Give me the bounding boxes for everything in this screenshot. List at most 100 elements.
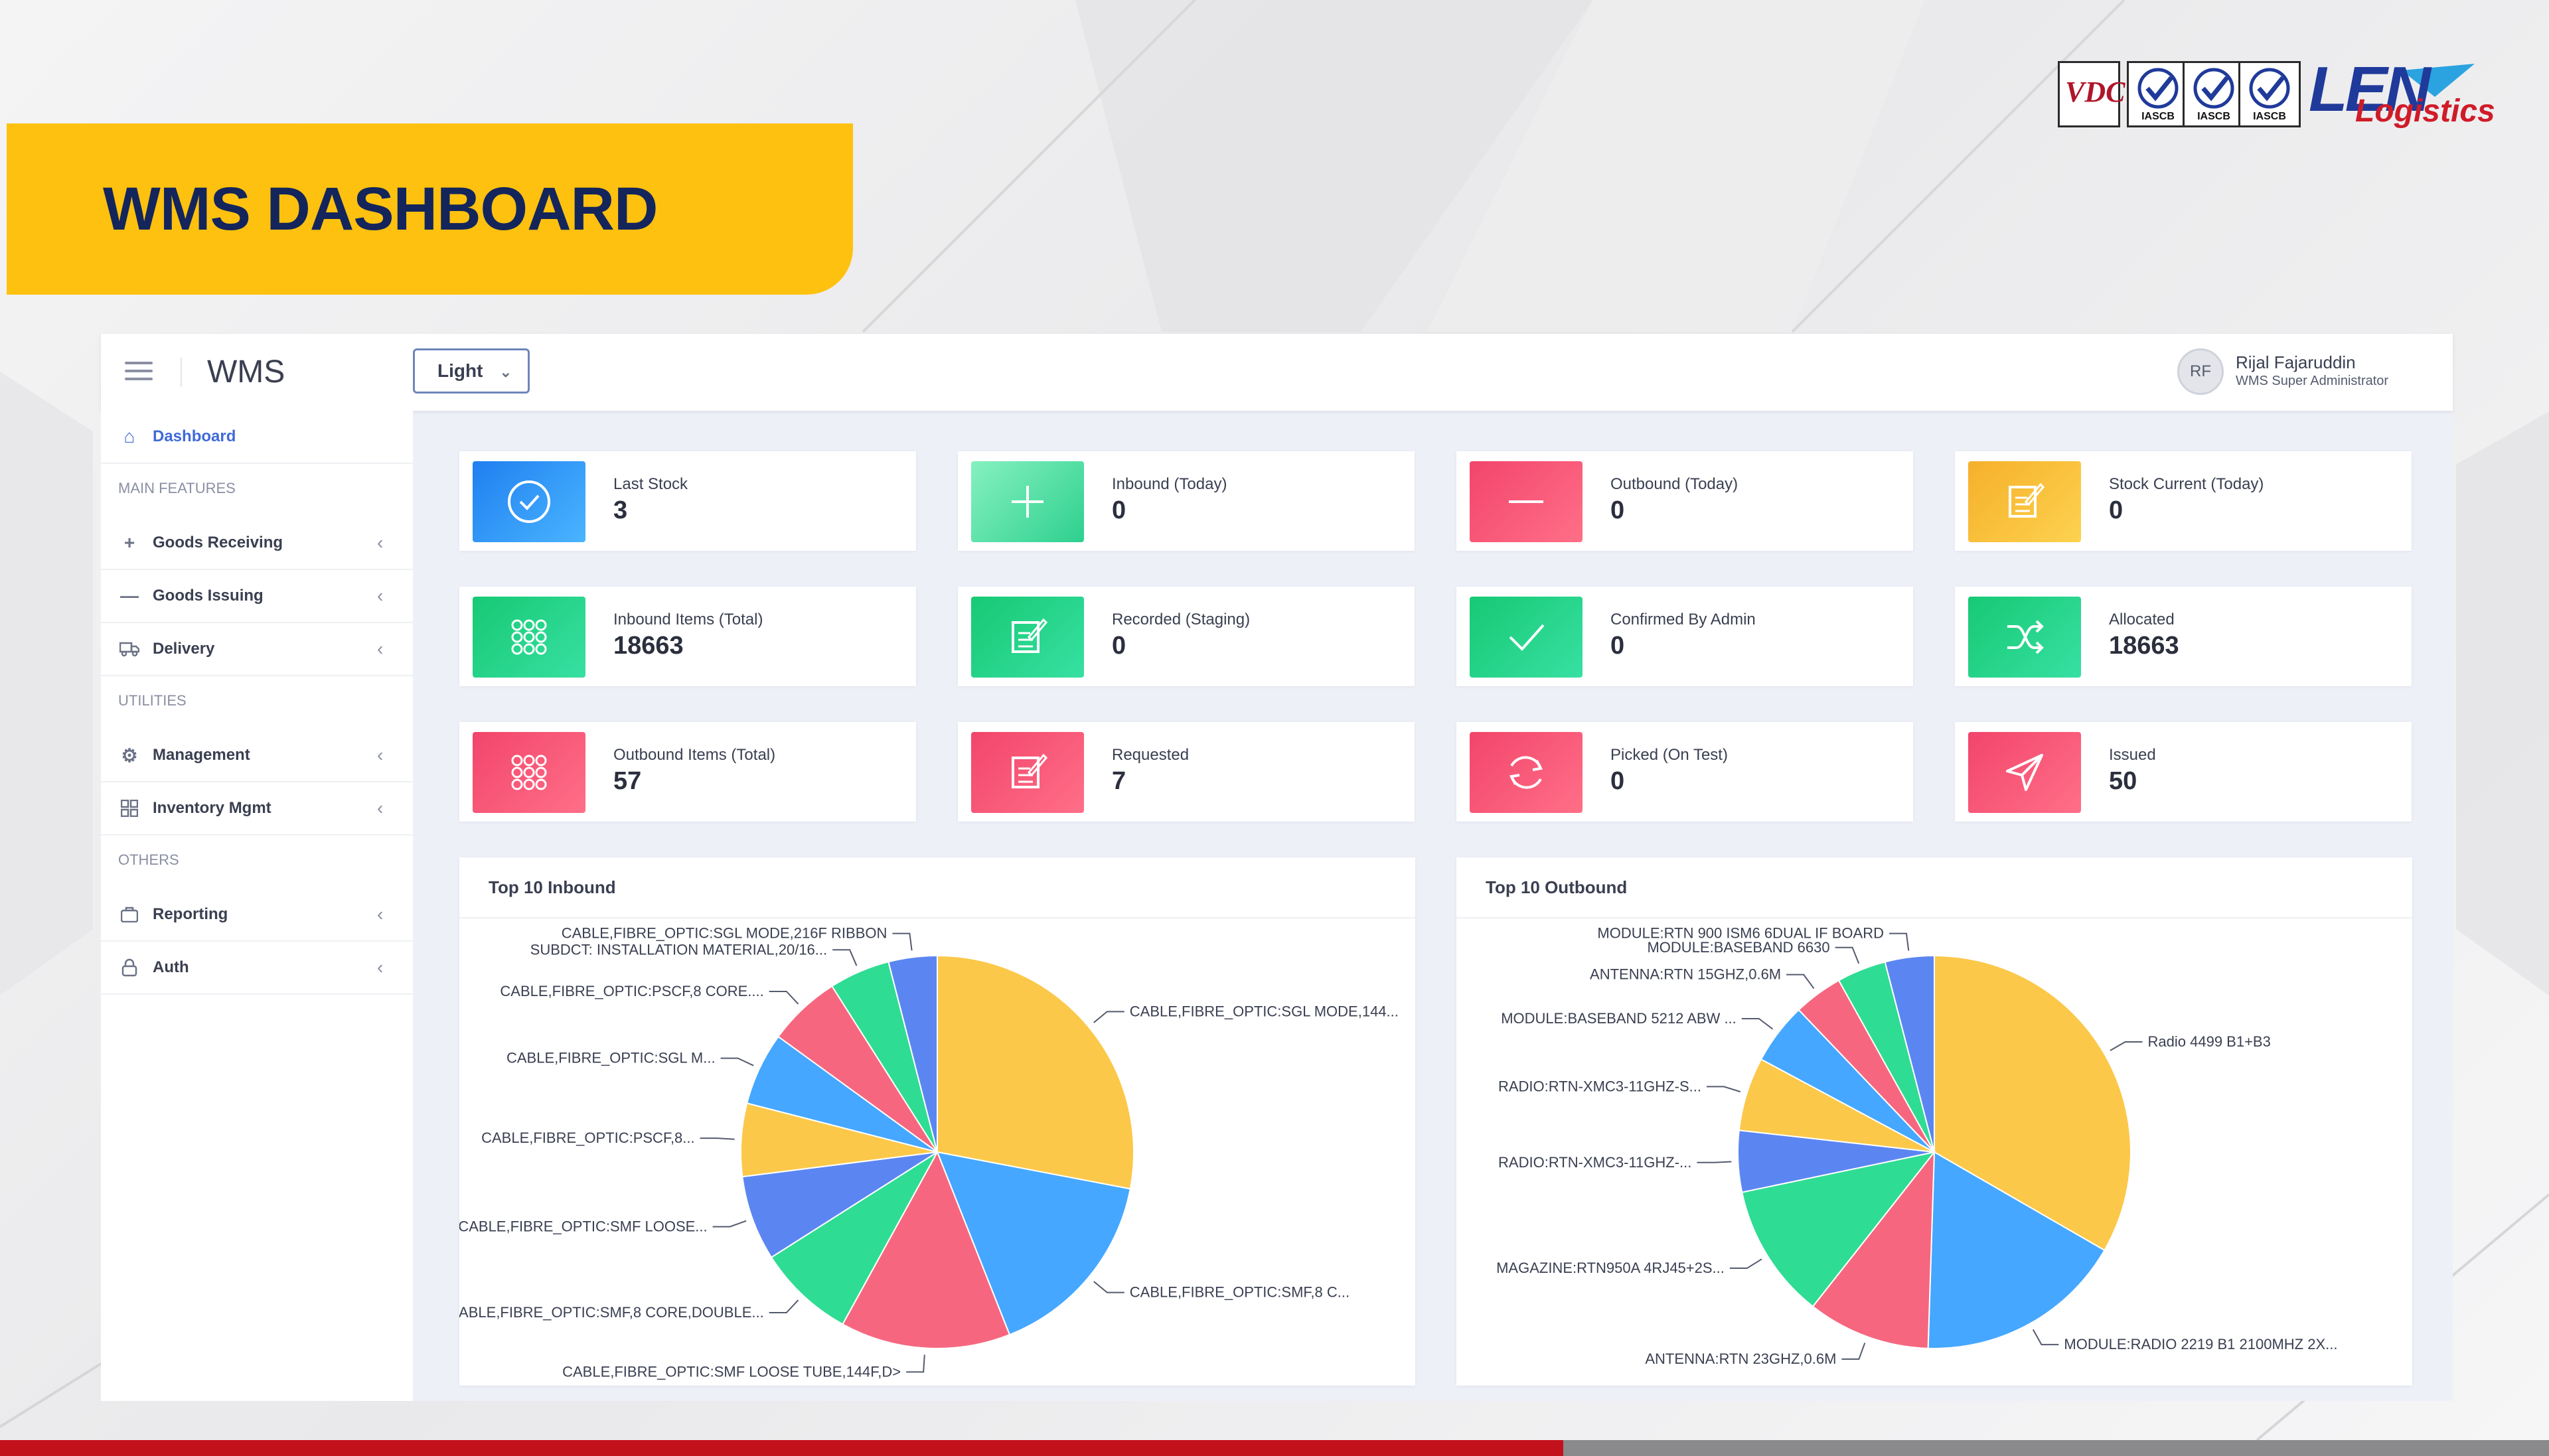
pie-leader-line (906, 1354, 925, 1373)
pie-leader-line (1889, 932, 1910, 951)
pie-leader-line (1093, 1011, 1124, 1023)
edit-icon (971, 597, 1084, 678)
stat-value: 3 (613, 496, 628, 524)
stat-card-inbound-today: Inbound (Today) 0 (958, 451, 1415, 551)
divider (1456, 917, 2412, 918)
stat-value: 50 (2109, 767, 2137, 795)
sidebar-item-reporting[interactable]: Reporting ‹ (101, 889, 413, 942)
stat-card-issued: Issued 50 (1955, 722, 2412, 822)
stat-value: 0 (2109, 496, 2124, 524)
section-heading-utilities: UTILITIES (118, 692, 187, 709)
stat-label: Picked (On Test) (1610, 746, 1728, 764)
plus-icon (971, 461, 1084, 542)
home-icon: ⌂ (123, 426, 135, 447)
pie-leader-line (1093, 1281, 1124, 1293)
pie-leader-line (2032, 1329, 2059, 1346)
stat-label: Allocated (2109, 611, 2175, 628)
sidebar-item-auth[interactable]: Auth ‹ (101, 942, 413, 995)
pie-slice-label: CABLE,FIBRE_OPTIC:SGL M... (506, 1050, 716, 1066)
pie-slice-label: MODULE:BASEBAND 5212 ABW ... (1501, 1010, 1737, 1027)
pie-slice[interactable] (937, 954, 1135, 1190)
wms-app-window: WMS Light ⌄ RF Rijal Fajaruddin WMS Supe… (101, 334, 2453, 1401)
stat-card-outbound-today: Outbound (Today) 0 (1456, 451, 1913, 551)
stat-label: Inbound (Today) (1112, 475, 1227, 493)
sidebar-item-delivery[interactable]: Delivery ‹ (101, 623, 413, 676)
pie-slice[interactable] (1927, 1151, 2106, 1349)
stat-value: 0 (1112, 496, 1126, 524)
outbound-pie-chart: Radio 4499 B1+B3 MODULE:RADIO 2219 B1 210… (1496, 925, 2337, 1367)
inbound-pie-chart: CABLE,FIBRE_OPTIC:SGL MODE,144... CABLE,F… (459, 925, 1399, 1380)
avatar[interactable]: RF (2177, 348, 2224, 395)
grid-icon (119, 798, 139, 818)
sidebar-item-dashboard[interactable]: ⌂ Dashboard (101, 411, 413, 464)
apps-grid-icon (473, 732, 585, 813)
pie-leader-line (1697, 1161, 1732, 1163)
pie-leader-line (769, 1299, 799, 1314)
pie-leader-line (1706, 1086, 1741, 1093)
pie-slice[interactable] (770, 1151, 938, 1325)
stat-card-recorded-staging: Recorded (Staging) 0 (958, 587, 1415, 686)
menu-icon[interactable] (125, 362, 153, 383)
sidebar-item-inventory-mgmt[interactable]: Inventory Mgmt ‹ (101, 782, 413, 836)
pie-leader-line (832, 949, 858, 966)
pie-slice[interactable] (741, 1151, 938, 1258)
stat-value: 18663 (2109, 632, 2179, 660)
check-icon (1470, 597, 1583, 678)
vdc-certificate-logo: VDC (2058, 61, 2125, 127)
stat-label: Last Stock (613, 475, 688, 493)
pie-slice-label: MODULE:BASEBAND 6630 (1647, 939, 1829, 956)
user-name: Rijal Fajaruddin (2236, 352, 2356, 372)
lock-icon (119, 958, 139, 978)
sidebar: ⌂ Dashboard MAIN FEATURES + Goods Receiv… (101, 411, 413, 1401)
iascb-certificate-logo: IASCB (2127, 61, 2189, 127)
pie-slice-label: CABLE,FIBRE_OPTIC:SMF,8 CORE,DOUBLE... (459, 1304, 764, 1321)
pie-slice[interactable] (936, 1151, 1131, 1336)
chevron-left-icon: ‹ (377, 798, 384, 818)
pie-slice[interactable] (1884, 954, 1935, 1153)
pie-slice-label: CABLE,FIBRE_OPTIC:SMF LOOSE... (459, 1218, 708, 1234)
chevron-left-icon: ‹ (377, 585, 384, 606)
pie-leader-line (712, 1220, 747, 1228)
title-banner: WMS DASHBOARD (7, 123, 853, 295)
stat-card-outbound-items-total: Outbound Items (Total) 57 (459, 722, 916, 822)
chevron-left-icon: ‹ (377, 638, 384, 659)
pie-leader-line (700, 1137, 735, 1140)
stat-card-requested: Requested 7 (958, 722, 1415, 822)
pie-leader-line (720, 1057, 754, 1066)
pie-slice[interactable] (842, 1150, 1011, 1349)
pie-slice-label: MODULE:RTN 900 ISM6 6DUAL IF BOARD (1597, 925, 1884, 942)
sidebar-item-management[interactable]: ⚙ Management ‹ (101, 729, 413, 782)
pie-slice-label: CABLE,FIBRE_OPTIC:PSCF,8 CORE.... (500, 983, 763, 999)
pie-slice-label: MODULE:RADIO 2219 B1 2100MHZ 2X... (2064, 1336, 2337, 1352)
stat-card-stock-current: Stock Current (Today) 0 (1955, 451, 2412, 551)
panel-title: Top 10 Inbound (489, 877, 616, 897)
pie-slice-label: CABLE,FIBRE_OPTIC:SGL MODE,216F RIBBON (562, 925, 888, 942)
iascb-certificate-logo: IASCB (2238, 61, 2301, 127)
panel-title: Top 10 Outbound (1486, 877, 1628, 897)
chevron-down-icon: ⌄ (499, 364, 512, 380)
send-icon (1968, 732, 2081, 813)
len-logistics-logo: LEN Logistics (2309, 54, 2495, 129)
pie-slice[interactable] (1934, 954, 2132, 1252)
stat-label: Stock Current (Today) (2109, 475, 2264, 493)
minus-icon: — (120, 585, 139, 606)
sidebar-item-goods-issuing[interactable]: — Goods Issuing ‹ (101, 570, 413, 623)
theme-select[interactable]: Light ⌄ (413, 348, 530, 394)
stat-value: 7 (1112, 767, 1126, 795)
chevron-left-icon: ‹ (377, 745, 384, 765)
pie-leader-line (892, 932, 913, 951)
pie-slice[interactable] (888, 954, 938, 1153)
pie-slice-label: ANTENNA:RTN 15GHZ,0.6M (1590, 966, 1781, 983)
pie-slice-label: CABLE,FIBRE_OPTIC:SGL MODE,144... (1130, 1003, 1399, 1019)
chevron-left-icon: ‹ (377, 532, 384, 553)
stat-card-confirmed-by-admin: Confirmed By Admin 0 (1456, 587, 1913, 686)
pie-slice[interactable] (1741, 1151, 1936, 1308)
briefcase-icon (119, 905, 139, 924)
pie-leader-line (1841, 1343, 1866, 1360)
pie-slice[interactable] (1812, 1149, 1936, 1349)
footer-red-bar (0, 1440, 1563, 1456)
theme-select-value: Light (437, 360, 483, 381)
sidebar-item-goods-receiving[interactable]: + Goods Receiving ‹ (101, 517, 413, 570)
shuffle-icon (1968, 597, 2081, 678)
